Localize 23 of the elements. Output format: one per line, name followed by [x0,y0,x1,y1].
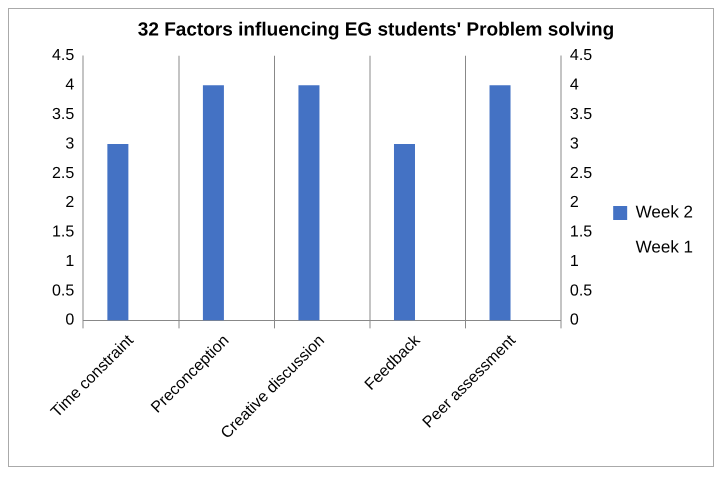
y2-tick-label: 4 [570,76,579,94]
y-tick-label: 3 [65,135,74,152]
y2-tick-label: 1 [570,252,579,270]
y-tick-label: 1.5 [52,224,74,241]
y2-tick-label: 1.5 [570,224,592,241]
y2-tick-label: 2.5 [570,164,592,182]
y-tick-label: 2 [65,194,74,212]
y2-tick-label: 3.5 [570,106,592,123]
y-tick-label: 3.5 [52,106,74,123]
y-tick-label: 4 [65,76,74,94]
y-tick-label: 4.5 [52,47,74,64]
y-tick-label: 0 [65,312,74,329]
y2-tick-label: 2 [570,194,579,212]
y2-tick-label: 4.5 [570,47,592,64]
y2-tick-label: 3 [570,135,579,152]
y-tick-label: 1 [65,252,74,270]
y-tick-label: 2.5 [52,164,74,182]
text: Week 1 [636,238,694,257]
legend-label: Week 2 [636,202,694,222]
chart-title: 32 Factors influencing EG students' Problem solving [138,20,614,41]
y2-tick-label: 0.5 [570,282,592,300]
y-tick-label: 0.5 [52,282,74,300]
y2-tick-label: 0 [570,312,579,329]
